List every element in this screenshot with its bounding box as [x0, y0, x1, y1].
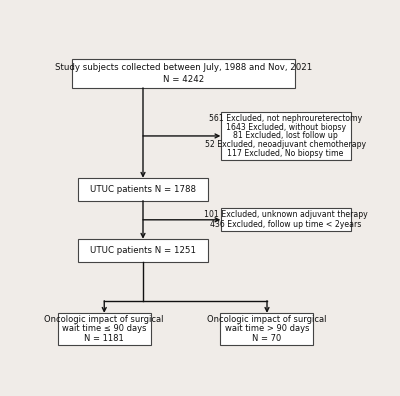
Text: Oncologic impact of surgical: Oncologic impact of surgical [44, 315, 164, 324]
FancyBboxPatch shape [220, 313, 314, 345]
Text: 81 Excluded, lost follow up: 81 Excluded, lost follow up [233, 131, 338, 141]
Text: 52 Excluded, neoadjuvant chemotherapy: 52 Excluded, neoadjuvant chemotherapy [205, 140, 366, 149]
FancyBboxPatch shape [58, 313, 151, 345]
Text: Oncologic impact of surgical: Oncologic impact of surgical [207, 315, 327, 324]
Text: N = 1181: N = 1181 [84, 334, 124, 343]
FancyBboxPatch shape [78, 239, 208, 262]
FancyBboxPatch shape [78, 178, 208, 201]
Text: 101 Excluded, unknown adjuvant therapy: 101 Excluded, unknown adjuvant therapy [204, 210, 368, 219]
FancyBboxPatch shape [72, 59, 295, 88]
Text: 117 Excluded, No biopsy time: 117 Excluded, No biopsy time [228, 149, 344, 158]
FancyBboxPatch shape [220, 208, 351, 231]
Text: UTUC patients N = 1788: UTUC patients N = 1788 [90, 185, 196, 194]
Text: 561 Excluded, not nephroureterectomy: 561 Excluded, not nephroureterectomy [209, 114, 362, 123]
Text: UTUC patients N = 1251: UTUC patients N = 1251 [90, 246, 196, 255]
Text: N = 70: N = 70 [252, 334, 282, 343]
Text: wait time ≤ 90 days: wait time ≤ 90 days [62, 324, 146, 333]
Text: wait time > 90 days: wait time > 90 days [225, 324, 309, 333]
Text: Study subjects collected between July, 1988 and Nov, 2021: Study subjects collected between July, 1… [55, 63, 312, 72]
Text: 436 Excluded, follow up time < 2years: 436 Excluded, follow up time < 2years [210, 220, 361, 229]
FancyBboxPatch shape [220, 112, 351, 160]
Text: 1643 Excluded, without biopsy: 1643 Excluded, without biopsy [226, 122, 346, 131]
Text: N = 4242: N = 4242 [163, 75, 204, 84]
